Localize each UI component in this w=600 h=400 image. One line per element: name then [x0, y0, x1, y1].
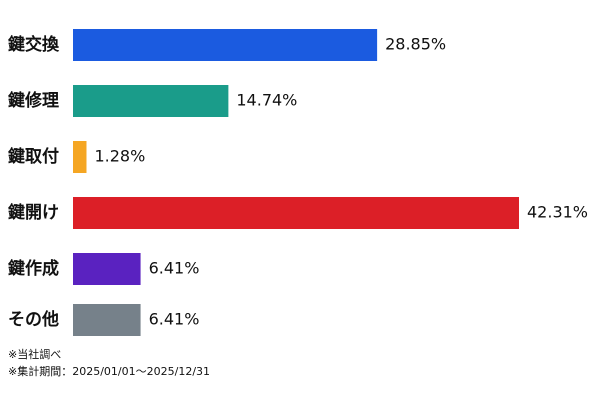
bar [73, 141, 87, 173]
category-label: 鍵修理 [8, 90, 59, 111]
value-label: 1.28% [94, 147, 145, 166]
footnote: ※当社調べ [8, 347, 61, 361]
value-label: 6.41% [149, 259, 200, 278]
category-label: その他 [8, 309, 59, 330]
value-label: 28.85% [385, 35, 446, 54]
footnote: ※集計期間：2025/01/01～2025/12/31 [8, 364, 210, 378]
category-label: 鍵交換 [8, 34, 60, 55]
value-label: 14.74% [236, 91, 297, 110]
bar [73, 253, 141, 285]
category-label: 鍵作成 [8, 258, 59, 279]
bar [73, 197, 519, 229]
category-label: 鍵開け [8, 202, 59, 223]
value-label: 42.31% [527, 203, 588, 222]
value-label: 6.41% [149, 310, 200, 329]
category-label: 鍵取付 [8, 146, 59, 167]
bar [73, 29, 378, 61]
bar [73, 304, 141, 336]
bar [73, 85, 229, 117]
